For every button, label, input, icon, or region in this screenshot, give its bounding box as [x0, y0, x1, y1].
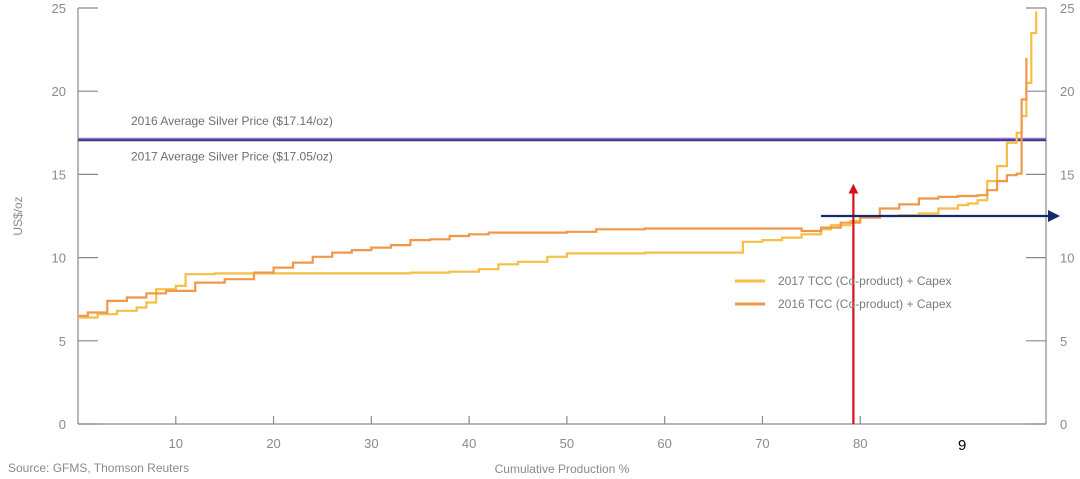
source-note: Source: GFMS, Thomson Reuters [8, 461, 189, 475]
series-line-1 [78, 57, 1028, 317]
y-tick-label-right: 15 [1060, 167, 1074, 182]
x-tick-label: 60 [657, 436, 671, 451]
y-axis-ticks: 0 0 5 5 10 10 15 15 20 20 25 25 [52, 1, 1075, 432]
y-tick-label-right: 25 [1060, 1, 1074, 16]
x-tick-label: 20 [266, 436, 280, 451]
legend: 2017 TCC (Co-product) + Capex 2016 TCC (C… [735, 274, 952, 311]
y-tick-label-left: 0 [59, 417, 66, 432]
series-layer [77, 11, 1038, 319]
legend-label: 2017 TCC (Co-product) + Capex [778, 274, 952, 288]
reference-line-label: 2017 Average Silver Price ($17.05/oz) [131, 149, 333, 163]
y-tick-label-right: 10 [1060, 251, 1074, 266]
y-tick-label-left: 15 [52, 167, 66, 182]
x-tick-label: 10 [169, 436, 183, 451]
x-tick-label: 80 [853, 436, 867, 451]
x-tick-label: 70 [755, 436, 769, 451]
y-tick-label-right: 5 [1060, 334, 1067, 349]
y-tick-label-left: 20 [52, 84, 66, 99]
x-tick-label: 50 [560, 436, 574, 451]
y-axis-title: US$/oz [11, 196, 25, 235]
y-tick-label-left: 5 [59, 334, 66, 349]
x-axis-ticks: 10 20 30 40 50 60 70 80 [169, 416, 867, 451]
legend-label: 2016 TCC (Co-product) + Capex [778, 297, 952, 311]
overlay-number: 9 [958, 437, 966, 454]
y-tick-label-left: 25 [52, 1, 66, 16]
reference-line-label: 2016 Average Silver Price ($17.14/oz) [131, 114, 333, 128]
x-tick-label: 40 [462, 436, 476, 451]
x-tick-label: 30 [364, 436, 378, 451]
series-line-0 [78, 11, 1038, 319]
x-axis-title: Cumulative Production % [495, 462, 630, 476]
y-tick-label-left: 10 [52, 251, 66, 266]
y-tick-label-right: 20 [1060, 84, 1074, 99]
reference-lines: 2016 Average Silver Price ($17.14/oz) 201… [78, 114, 1046, 163]
annotation-layer: 9 [821, 183, 1060, 454]
y-tick-label-right: 0 [1060, 417, 1067, 432]
